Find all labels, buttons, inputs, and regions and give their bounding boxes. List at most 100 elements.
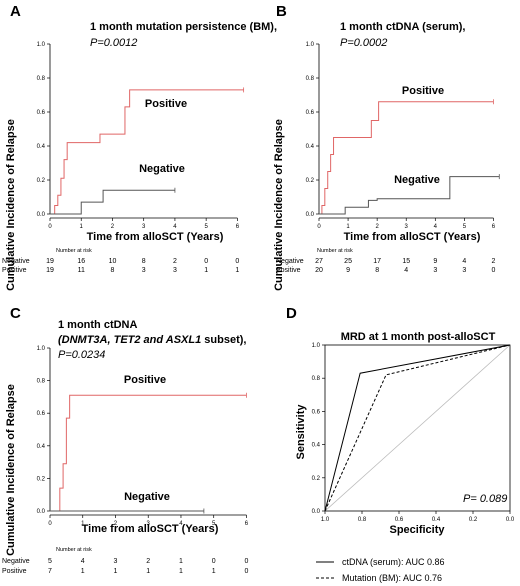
panel-a-risk-value: 8 [111, 267, 115, 274]
panel-d-xlabel: Specificity [389, 524, 445, 536]
panel-a-xtick-label: 5 [204, 224, 208, 230]
panel-b-xlabel: Time from alloSCT (Years) [344, 231, 481, 243]
panel-d-ytick-label: 0.4 [312, 443, 321, 449]
panel-a-xtick-label: 2 [111, 224, 115, 230]
panel-b-positive-label: Positive [402, 85, 444, 97]
panel-c-risk-value: 3 [114, 558, 118, 565]
panel-a-risk-table: 19 16 10 8 2 0 019 11 8 3 3 1 1 [46, 258, 239, 274]
panel-b-risk-value: 4 [404, 267, 408, 274]
panel-a-ytick-label: 0.0 [37, 212, 46, 218]
panel-b-xtick-label: 3 [405, 224, 409, 230]
panel-a-risk-value: 11 [78, 267, 85, 274]
panel-c-risk-value: 5 [48, 558, 52, 565]
panel-a-xlabel: Time from alloSCT (Years) [87, 231, 224, 243]
panel-c-title: 1 month ctDNA [58, 319, 138, 331]
panel-a-risk-value: 19 [46, 267, 54, 274]
panel-b-xtick-label: 2 [375, 224, 379, 230]
panel-c-risk-value: 1 [179, 558, 183, 565]
panel-a-title: 1 month mutation persistence (BM), [90, 21, 277, 33]
panel-c-positive-label: Positive [124, 374, 166, 386]
panel-b-ytick-label: 1.0 [306, 42, 315, 48]
panel-c-risk-value: 1 [81, 568, 85, 575]
panel-b-ylabel: Cumulative Incidence of Relapse [273, 119, 285, 291]
panel-d-xtick-label: 0.4 [432, 517, 441, 523]
panel-d-reference-diagonal [324, 344, 511, 512]
panel-b-risk-value: 27 [315, 258, 323, 265]
panel-b-ytick-label: 0.2 [306, 178, 315, 184]
panel-a-ylabel: Cumulative Incidence of Relapse [5, 119, 17, 291]
panel-a-xtick-label: 3 [142, 224, 146, 230]
panel-a-ytick-label: 0.2 [37, 178, 46, 184]
panel-d-legend: ctDNA (serum): AUC 0.86 Mutation (BM): A… [316, 557, 445, 583]
panel-c-ytick-label: 0.4 [37, 444, 46, 450]
panel-b-risk-value: 20 [315, 267, 323, 274]
panel-c-subtitle-genes: (DNMT3A, TET2 and ASXL1 [58, 334, 201, 346]
panel-a-risk-value: 3 [173, 267, 177, 274]
panel-b-risk-value: 15 [402, 258, 410, 265]
panel-a: A 1 month mutation persistence (BM), P=0… [2, 3, 277, 291]
panel-a-risk-value: 19 [46, 258, 54, 265]
panel-b-risk-value: 17 [373, 258, 381, 265]
panel-d-ytick-label: 0.2 [312, 476, 321, 482]
panel-c-risk-value: 2 [146, 558, 150, 565]
panel-b-risk-value: 3 [462, 267, 466, 274]
panel-c-xtick-label: 6 [245, 521, 249, 527]
panel-a-ytick-label: 0.4 [37, 144, 46, 150]
panel-b-risk-value: 9 [433, 258, 437, 265]
panel-c-subtitle-rest: subset), [201, 334, 246, 346]
panel-a-risk-value: 16 [77, 258, 85, 265]
panel-b-negative-curve [319, 176, 500, 215]
panel-d-xtick-label: 1.0 [321, 517, 330, 523]
panel-c-risk-label-positive: Positive [2, 568, 27, 575]
panel-c-positive-curve [50, 394, 247, 512]
panel-a-risk-value: 1 [204, 267, 208, 274]
panel-a-xtick-label: 1 [80, 224, 84, 230]
panel-c-risk-value: 0 [244, 558, 248, 565]
panel-c-ytick-label: 0.0 [37, 509, 46, 515]
panel-c-subtitle: (DNMT3A, TET2 and ASXL1 subset), [58, 334, 246, 346]
panel-a-risk-value: 8 [142, 258, 146, 265]
panel-a-risk-value: 0 [235, 258, 239, 265]
panel-d-ylabel: Sensitivity [295, 404, 307, 460]
panel-c-xtick-label: 2 [114, 521, 118, 527]
panel-a-risk-value: 3 [142, 267, 146, 274]
panel-a-risk-value: 0 [204, 258, 208, 265]
panel-b-risk-label-negative: Negative [276, 258, 304, 265]
panel-d-ytick-label: 1.0 [312, 343, 321, 349]
panel-b-xtick-label: 4 [434, 224, 438, 230]
panel-d-xtick-label: 0.2 [469, 517, 478, 523]
panel-c-ytick-label: 1.0 [37, 346, 46, 352]
panel-a-xtick-label: 0 [48, 224, 52, 230]
panel-d-ytick-label: 0.6 [312, 409, 321, 415]
panel-c-ytick-label: 0.2 [37, 476, 46, 482]
panel-b-risk-value: 25 [344, 258, 352, 265]
panel-c-risk-value: 7 [48, 568, 52, 575]
panel-a-risk-label-negative: Negative [2, 258, 30, 265]
panel-b-risk-value: 0 [492, 267, 496, 274]
panel-c-risk-value: 1 [212, 568, 216, 575]
panel-b-risk-label-positive: Positive [276, 267, 301, 274]
panel-a-ytick-label: 1.0 [37, 42, 46, 48]
panel-c: C 1 month ctDNA (DNMT3A, TET2 and ASXL1 … [2, 305, 249, 575]
panel-b-ytick-label: 0.8 [306, 76, 315, 82]
panel-b-xtick-label: 1 [346, 224, 350, 230]
legend-ctdna: ctDNA (serum): AUC 0.86 [342, 557, 445, 567]
panel-a-risk-value: 2 [173, 258, 177, 265]
panel-b: B 1 month ctDNA (serum), P=0.0002 Cumula… [273, 3, 500, 291]
panel-c-xtick-label: 3 [147, 521, 151, 527]
panel-b-positive-curve [319, 101, 494, 215]
panel-b-xtick-label: 0 [317, 224, 321, 230]
panel-d-ytick-label: 0.0 [312, 509, 321, 515]
panel-c-xtick-label: 0 [48, 521, 52, 527]
panel-c-risk-value: 1 [146, 568, 150, 575]
panel-a-label: A [10, 3, 21, 20]
panel-c-xtick-label: 4 [179, 521, 183, 527]
panel-b-risk-value: 2 [492, 258, 496, 265]
panel-a-risk-header: Number at risk [56, 248, 92, 254]
panel-b-risk-header: Number at risk [317, 248, 353, 254]
panel-d-frame [324, 344, 511, 512]
panel-a-positive-label: Positive [145, 98, 187, 110]
panel-c-risk-header: Number at risk [56, 547, 92, 553]
panel-c-pvalue: P=0.0234 [58, 349, 105, 361]
panel-a-risk-value: 10 [109, 258, 117, 265]
